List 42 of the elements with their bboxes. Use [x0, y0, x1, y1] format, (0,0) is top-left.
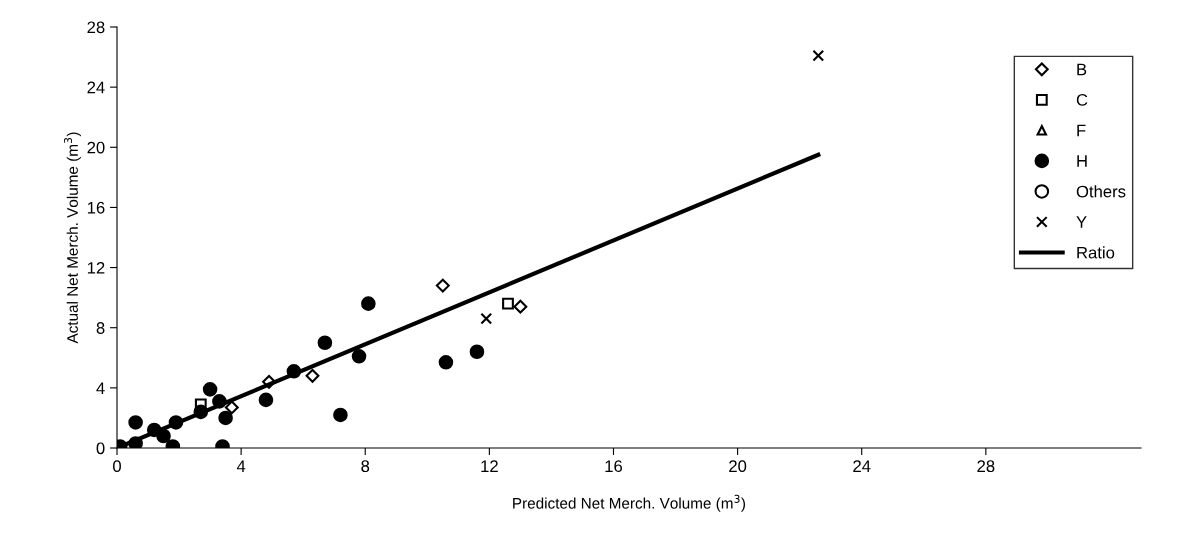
point: [513, 299, 528, 314]
point: [333, 407, 348, 423]
legend-label: Ratio: [1077, 246, 1115, 259]
point: [812, 49, 825, 62]
y-tick-label: 12: [87, 261, 105, 274]
x-axis-title: Predicted Net Merch. Volume (m$^{3}$): [513, 494, 746, 512]
point: [469, 344, 485, 360]
x-tick-label: 24: [853, 460, 871, 472]
y-tick-label: 4: [96, 382, 105, 394]
point: [305, 368, 320, 383]
legend-label: B: [1077, 63, 1087, 76]
point: [435, 278, 450, 293]
y-tick-label: 28: [87, 21, 105, 34]
point: [480, 312, 493, 325]
x-tick-label: 4: [236, 460, 246, 472]
y-tick-label: 24: [87, 81, 105, 94]
y-tick-label: 8: [96, 322, 105, 334]
legend-label: C: [1076, 94, 1088, 106]
x-tick-label: 16: [605, 460, 623, 473]
x-tick-label: 0: [113, 460, 121, 473]
x-tick-label: 20: [729, 460, 747, 473]
y-tick-label: 0: [96, 442, 105, 455]
point: [351, 348, 367, 364]
x-tick-label: 28: [977, 460, 995, 473]
x-tick-label: 8: [361, 460, 370, 473]
legend-label: Y: [1076, 216, 1087, 228]
legend-label: F: [1077, 124, 1086, 137]
point: [202, 382, 218, 397]
point: [258, 392, 274, 408]
point: [502, 297, 514, 310]
point: [128, 415, 143, 430]
point: [317, 335, 333, 351]
point: [218, 410, 233, 426]
x-tick-label: 12: [481, 460, 498, 472]
point: [224, 400, 239, 415]
y-axis-title: Actual Net Merch. Volume (m$^{3}$): [63, 132, 81, 344]
y-tick-label: 20: [87, 141, 105, 154]
point: [361, 296, 376, 311]
legend-label: Others: [1076, 185, 1126, 198]
legend-label: H: [1077, 155, 1087, 167]
point: [438, 355, 454, 370]
y-tick-label: 16: [87, 201, 105, 214]
